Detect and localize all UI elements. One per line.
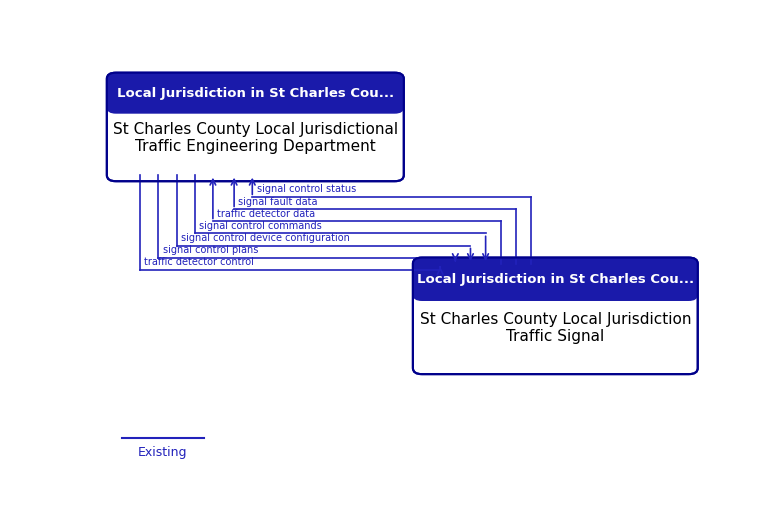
Text: Local Jurisdiction in St Charles Cou...: Local Jurisdiction in St Charles Cou... [117,87,394,100]
FancyBboxPatch shape [107,73,404,114]
Text: signal control device configuration: signal control device configuration [181,233,350,243]
Text: St Charles County Local Jurisdiction
Traffic Signal: St Charles County Local Jurisdiction Tra… [420,312,691,344]
FancyBboxPatch shape [413,257,698,301]
Text: signal fault data: signal fault data [239,197,317,207]
Text: St Charles County Local Jurisdictional
Traffic Engineering Department: St Charles County Local Jurisdictional T… [113,122,398,154]
Bar [424,279,687,295]
Text: signal control status: signal control status [256,184,356,195]
Text: signal control commands: signal control commands [199,221,321,231]
Text: traffic detector data: traffic detector data [217,209,315,219]
Text: signal control plans: signal control plans [163,245,258,255]
Text: traffic detector control: traffic detector control [145,257,254,267]
Text: Existing: Existing [138,446,188,459]
Text: Local Jurisdiction in St Charles Cou...: Local Jurisdiction in St Charles Cou... [417,273,694,286]
FancyBboxPatch shape [107,73,404,181]
Bar [118,93,393,108]
FancyBboxPatch shape [413,257,698,374]
